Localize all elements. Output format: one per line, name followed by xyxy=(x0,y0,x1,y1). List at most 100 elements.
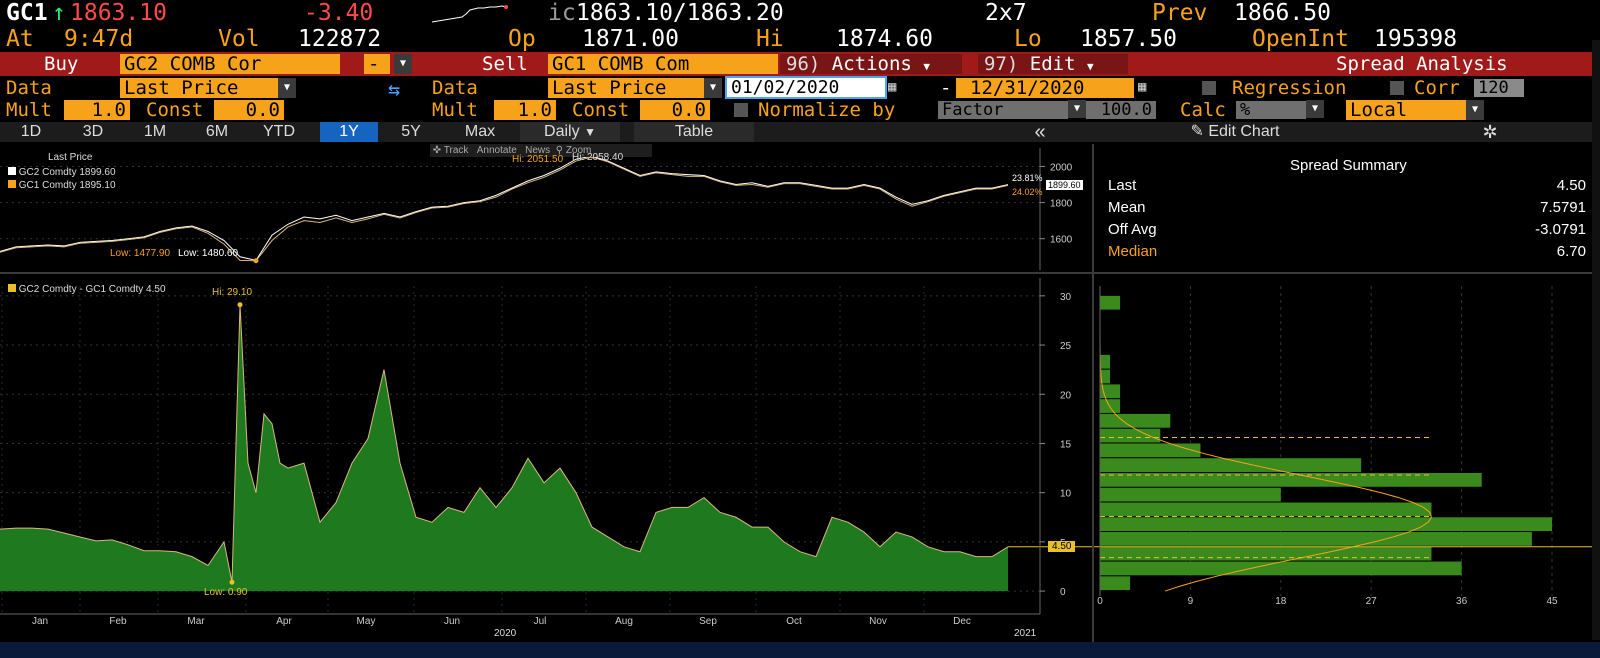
tab-ytd[interactable]: YTD xyxy=(263,123,295,140)
spread-chart: 051015202530JanFebMarAprMayJunJulAugSepO… xyxy=(0,278,1092,627)
edit-button[interactable]: 97) Edit ▼ xyxy=(978,54,1128,74)
corr-checkbox[interactable] xyxy=(1390,81,1404,95)
spread-y-tick-label: 30 xyxy=(1060,292,1072,303)
spread-x-tick-label: Jul xyxy=(534,616,547,627)
tab-1y[interactable]: 1Y xyxy=(320,122,378,142)
hist-x-tick-label: 45 xyxy=(1546,596,1558,607)
spread-x-tick-label: Sep xyxy=(699,616,717,627)
hist-bar xyxy=(1100,487,1281,502)
price-low-annotation: Low: 1477.90 xyxy=(110,248,171,259)
spread-legend[interactable]: GC2 Comdty - GC1 Comdty 4.50 xyxy=(8,284,166,295)
spread-hi-annotation: Hi: 29.10 xyxy=(212,287,253,298)
news-tool[interactable]: News xyxy=(520,145,551,156)
calc-field[interactable]: % xyxy=(1236,101,1306,119)
price-chart-title: Last Price xyxy=(48,152,93,163)
window-scrollbar[interactable] xyxy=(1592,40,1600,640)
chevron-down-icon[interactable]: ▼ xyxy=(394,54,412,74)
price-series-line-gc2 xyxy=(0,155,1009,261)
stats-bar: At 9:47d Vol 122872 Op 1871.00 Hi 1874.6… xyxy=(0,26,1600,52)
swap-icon[interactable]: ⇆ xyxy=(388,77,401,101)
mult-field-2[interactable]: 1.0 xyxy=(494,100,556,120)
hist-x-tick-label: 18 xyxy=(1275,596,1287,607)
calc-label: Calc xyxy=(1180,99,1226,121)
spread-x-tick-label: May xyxy=(357,616,376,627)
spread-x-tick-label: Nov xyxy=(869,616,887,627)
regression-checkbox[interactable] xyxy=(1202,81,1216,95)
chevron-down-icon[interactable]: ▼ xyxy=(1466,100,1484,120)
price-hi-annotation: Hi: 2051.50 xyxy=(512,154,564,165)
params-row-2: Mult 1.0 Const 0.0 Mult 1.0 Const 0.0 No… xyxy=(0,99,1600,121)
tab-3d[interactable]: 3D xyxy=(82,123,104,140)
collapse-icon[interactable]: « xyxy=(1034,121,1046,143)
const-field-1[interactable]: 0.0 xyxy=(214,100,284,120)
corr-label: Corr xyxy=(1414,77,1460,99)
chevron-down-icon: ▼ xyxy=(1087,60,1094,73)
spread-histogram: 0 9 18 27 36 45 xyxy=(1094,286,1592,607)
edit-chart-button[interactable]: ✎ Edit Chart xyxy=(1160,122,1310,142)
normalize-field[interactable]: Factor xyxy=(938,101,1068,119)
summary-row-median: Median 6.70 xyxy=(1108,243,1586,260)
pencil-icon: ✎ xyxy=(1190,123,1204,140)
actions-button[interactable]: 96) Actions ▼ xyxy=(780,54,962,74)
gear-icon[interactable]: ✲ xyxy=(1482,122,1498,142)
const-label-1: Const xyxy=(146,99,204,121)
mult-field-1[interactable]: 1.0 xyxy=(64,100,130,120)
factor-field[interactable]: 100.0 xyxy=(1086,101,1156,119)
tab-max[interactable]: Max xyxy=(464,123,496,140)
chevron-down-icon: ▼ xyxy=(584,125,596,139)
calendar-icon[interactable]: ▦ xyxy=(888,79,897,95)
local-field[interactable]: Local xyxy=(1346,100,1466,120)
buy-security-field[interactable]: GC2 COMB Cor xyxy=(120,54,340,74)
prev-label: Prev xyxy=(1152,0,1208,26)
tab-5y[interactable]: 5Y xyxy=(401,123,421,140)
vol-label: Vol xyxy=(218,26,260,52)
summary-title: Spread Summary xyxy=(1290,157,1407,174)
net-change: -3.40 xyxy=(304,0,374,26)
tab-6m[interactable]: 6M xyxy=(205,123,229,140)
ticker-symbol[interactable]: GC1 xyxy=(6,0,48,26)
bid-ask: 1863.10/1863.20 xyxy=(576,0,784,26)
tab-1d[interactable]: 1D xyxy=(20,123,42,140)
start-date-field[interactable]: 01/02/2020 xyxy=(725,76,887,99)
hist-bar xyxy=(1100,546,1432,561)
spread-area-line xyxy=(0,304,1009,583)
low-label: Lo xyxy=(1014,26,1042,52)
legend-series-value: 1895.10 xyxy=(79,180,116,191)
spread-y-tick-label: 0 xyxy=(1060,587,1066,598)
annotate-tool[interactable]: Annotate xyxy=(471,145,517,156)
normalize-checkbox[interactable] xyxy=(734,103,748,117)
chevron-down-icon[interactable]: ▼ xyxy=(1306,100,1324,118)
const-field-2[interactable]: 0.0 xyxy=(640,100,710,120)
chevron-down-icon[interactable]: ▼ xyxy=(1068,100,1086,118)
high-label: Hi xyxy=(756,26,784,52)
spread-x-tick-label: Dec xyxy=(953,616,971,627)
spread-x-tick-label: Apr xyxy=(276,616,292,627)
zoom-tool[interactable]: ⚲ Zoom xyxy=(552,145,592,156)
legend-item-gc1[interactable]: GC1 Comdty 1895.10 xyxy=(8,179,116,192)
end-date-field[interactable]: 12/31/2020 xyxy=(956,78,1134,98)
corr-field[interactable]: 120 xyxy=(1474,79,1524,97)
news-tool-label: News xyxy=(525,145,551,156)
tab-1m[interactable]: 1M xyxy=(143,123,167,140)
edit-number: 97) xyxy=(984,53,1019,75)
spread-y-tick-label: 15 xyxy=(1060,439,1072,450)
data-field-2[interactable]: Last Price xyxy=(548,78,704,98)
price-low-annotation-2: Low: 1480.60 xyxy=(178,248,239,259)
spread-operator-field[interactable]: - xyxy=(364,54,390,74)
calendar-icon[interactable]: ▦ xyxy=(1138,79,1147,95)
price-series-line-gc1 xyxy=(0,156,1009,262)
frequency-dropdown[interactable]: Daily ▼ xyxy=(520,122,620,142)
period-tabs: 1D 3D 1M 6M YTD 1Y 5Y Max Daily ▼ Table … xyxy=(0,122,1600,142)
track-tool[interactable]: ✜ Track xyxy=(430,145,469,156)
spread-legend-name: GC2 Comdty - GC1 Comdty xyxy=(18,284,144,295)
spread-x-tick-label: Oct xyxy=(786,616,802,627)
legend-series-name: GC1 Comdty xyxy=(18,180,77,191)
annotate-tool-label: Annotate xyxy=(476,145,517,156)
data-field-1[interactable]: Last Price xyxy=(120,78,278,98)
legend-item-gc2[interactable]: GC2 Comdty 1899.60 xyxy=(8,166,116,179)
sell-security-field[interactable]: GC1 COMB Com xyxy=(548,54,778,74)
table-button[interactable]: Table xyxy=(634,122,754,142)
chevron-down-icon[interactable]: ▼ xyxy=(278,78,296,98)
spread-x-tick-label: Jan xyxy=(32,616,48,627)
chevron-down-icon[interactable]: ▼ xyxy=(704,78,722,98)
